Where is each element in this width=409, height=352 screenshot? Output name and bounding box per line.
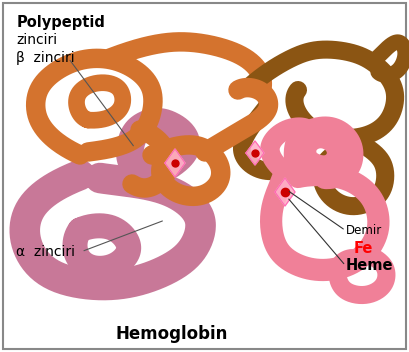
Polygon shape [165, 149, 185, 177]
Text: zinciri: zinciri [16, 33, 58, 48]
Text: Polypeptid: Polypeptid [16, 15, 105, 30]
Text: Fe: Fe [354, 241, 373, 256]
Text: Hemoglobin: Hemoglobin [116, 325, 228, 344]
Text: Heme: Heme [346, 258, 393, 273]
Polygon shape [275, 178, 295, 206]
Text: β  zinciri: β zinciri [16, 51, 75, 65]
Text: Demir: Demir [346, 224, 382, 237]
Polygon shape [246, 141, 264, 165]
Text: α  zinciri: α zinciri [16, 245, 75, 259]
